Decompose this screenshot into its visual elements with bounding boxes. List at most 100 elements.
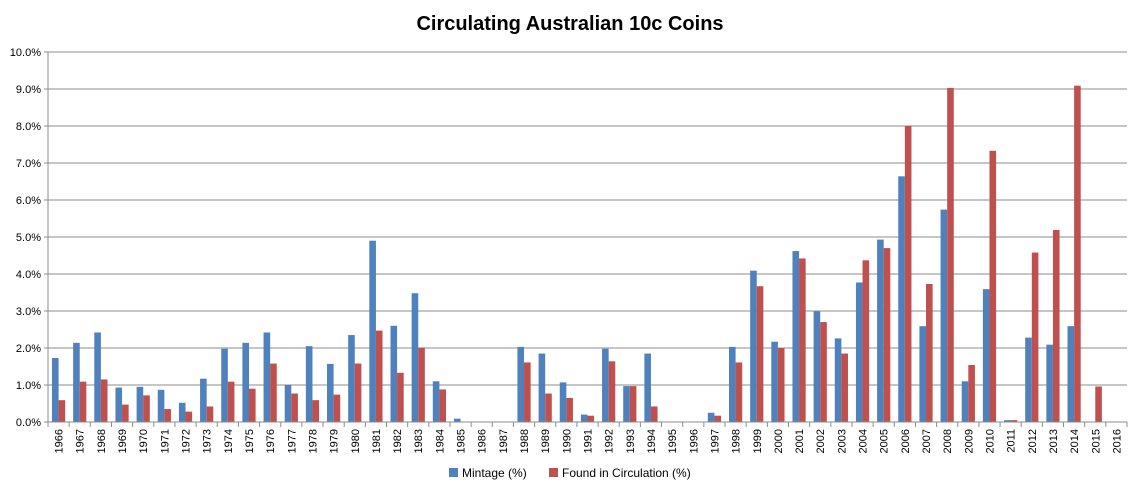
bars	[51, 85, 1102, 423]
bar-found-in-circulation-1999	[756, 286, 764, 422]
bar-mintage-1974	[221, 348, 228, 422]
bar-mintage-1980	[348, 335, 355, 422]
bar-found-in-circulation-1990	[566, 397, 573, 422]
bar-mintage-1991	[580, 414, 588, 422]
x-tick-label: 1985	[456, 429, 468, 453]
y-tick-label: 7.0%	[16, 158, 41, 170]
bar-found-in-circulation-2011	[1010, 420, 1018, 422]
bar-mintage-1993	[623, 386, 630, 422]
bar-found-in-circulation-1993	[629, 386, 637, 422]
bar-mintage-2003	[834, 338, 842, 422]
y-axis-ticks: 0.0% 1.0% 2.0% 3.0% 4.0% 5.0% 6.0% 7.0% 8.0% 9.0%…	[10, 47, 48, 429]
bar-mintage-1967	[73, 342, 80, 422]
bar-mintage-2000	[771, 341, 778, 422]
bar-mintage-1985	[453, 418, 461, 422]
bar-mintage-1990	[559, 382, 567, 422]
x-tick-label: 1972	[181, 429, 193, 453]
bar-mintage-1968	[94, 332, 101, 422]
x-tick-label: 1989	[540, 429, 552, 453]
x-tick-label: 1969	[117, 429, 129, 453]
x-tick-label: 1983	[413, 429, 425, 453]
x-tick-label: 1997	[709, 429, 721, 453]
bar-mintage-2013	[1046, 344, 1053, 422]
legend: Mintage (%) Found in Circulation (%)	[449, 466, 691, 480]
bar-mintage-2005	[877, 239, 884, 422]
bar-found-in-circulation-1997	[714, 415, 722, 422]
x-tick-label: 2014	[1069, 429, 1081, 453]
bar-found-in-circulation-1969	[122, 404, 129, 422]
bar-mintage-1984	[432, 381, 440, 422]
x-tick-label: 1975	[244, 429, 256, 453]
chart-title: Circulating Australian 10c Coins	[416, 13, 723, 35]
bar-mintage-1972	[178, 402, 186, 422]
bar-found-in-circulation-1998	[735, 362, 743, 422]
bar-found-in-circulation-1992	[608, 361, 616, 422]
bar-mintage-2014	[1067, 326, 1075, 422]
bar-found-in-circulation-2005	[883, 248, 891, 422]
y-tick-label: 9.0%	[16, 84, 41, 96]
bar-mintage-1973	[200, 378, 207, 422]
x-tick-label: 2001	[794, 429, 806, 453]
x-tick-label: 2004	[858, 429, 870, 453]
bar-mintage-2009	[961, 381, 969, 422]
bar-found-in-circulation-1981	[375, 330, 383, 422]
bar-found-in-circulation-1991	[587, 415, 595, 422]
bar-found-in-circulation-1976	[270, 363, 277, 422]
x-tick-label: 1987	[498, 429, 510, 453]
bar-found-in-circulation-2009	[968, 365, 975, 422]
bar-found-in-circulation-2014	[1074, 85, 1081, 423]
x-tick-label: 1991	[583, 429, 595, 453]
bar-found-in-circulation-1977	[291, 393, 298, 422]
y-tick-label: 0.0%	[16, 417, 41, 429]
bar-mintage-1988	[517, 346, 525, 422]
x-tick-label: 2008	[942, 429, 954, 453]
bar-found-in-circulation-1979	[333, 394, 341, 422]
x-tick-label: 1973	[202, 429, 214, 453]
bar-found-in-circulation-2008	[947, 87, 954, 422]
x-tick-label: 1971	[159, 429, 171, 453]
x-tick-label: 1993	[625, 429, 637, 453]
bar-found-in-circulation-2003	[841, 353, 848, 422]
x-tick-label: 1970	[138, 429, 150, 453]
bar-found-in-circulation-1968	[100, 379, 108, 422]
y-tick-label: 4.0%	[16, 269, 41, 281]
bar-mintage-2007	[919, 326, 927, 422]
y-tick-label: 6.0%	[16, 195, 41, 207]
bar-mintage-1976	[263, 332, 271, 422]
bar-found-in-circulation-1973	[206, 406, 214, 422]
x-tick-label: 2015	[1090, 429, 1102, 453]
x-tick-label: 1981	[371, 429, 383, 453]
bar-mintage-1992	[602, 348, 609, 422]
bar-found-in-circulation-1967	[79, 381, 87, 422]
bar-mintage-1978	[305, 346, 313, 422]
x-tick-label: 2007	[921, 429, 933, 453]
bar-mintage-2002	[813, 311, 821, 422]
bar-found-in-circulation-1972	[185, 411, 193, 422]
bar-found-in-circulation-2015	[1095, 386, 1102, 422]
bar-found-in-circulation-1994	[650, 406, 658, 422]
bar-found-in-circulation-2007	[926, 283, 933, 422]
x-tick-label: 2003	[836, 429, 848, 453]
bar-found-in-circulation-1980	[354, 363, 362, 422]
x-tick-label: 1988	[519, 429, 531, 453]
bar-found-in-circulation-2012	[1031, 252, 1039, 422]
bar-found-in-circulation-1966	[58, 400, 66, 422]
x-tick-label: 1986	[477, 429, 489, 453]
bar-found-in-circulation-1989	[545, 393, 552, 422]
x-tick-label: 1966	[54, 429, 66, 453]
axes	[47, 52, 1127, 423]
gridlines	[48, 51, 1127, 386]
bar-mintage-1970	[136, 386, 144, 422]
x-tick-label: 1995	[667, 429, 679, 453]
x-tick-label: 1990	[561, 429, 573, 453]
bar-found-in-circulation-1974	[227, 381, 235, 422]
bar-mintage-1998	[729, 346, 736, 422]
y-tick-label: 5.0%	[16, 232, 41, 244]
x-tick-label: 2002	[815, 429, 827, 453]
bar-found-in-circulation-2001	[799, 258, 806, 422]
x-tick-label: 2016	[1111, 429, 1123, 453]
bar-mintage-1969	[115, 387, 123, 422]
y-tick-label: 2.0%	[16, 343, 41, 355]
x-tick-label: 1974	[223, 429, 235, 453]
